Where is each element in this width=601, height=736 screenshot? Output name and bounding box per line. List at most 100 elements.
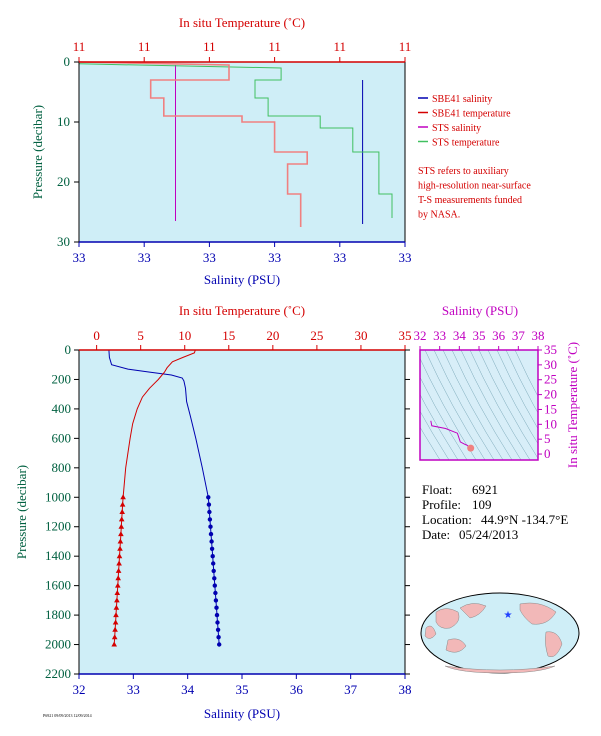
density-contour [451,350,513,460]
full-profile-lines [108,349,222,647]
density-contour [487,350,538,445]
temperature-sample-point [115,575,121,581]
plot-area-full-profile [79,350,405,674]
density-contour [424,350,486,460]
density-contour [505,350,538,414]
density-contour [514,350,538,398]
salinity-tick-label: 33 [127,682,140,697]
salinity-sample-point [214,612,220,618]
temperature-sample-point [114,597,120,603]
legend-note-line: high-resolution near-surface [418,181,531,192]
series-line-sts-temperature [78,63,393,218]
density-contour [420,410,450,460]
salinity-sample-point [209,546,215,551]
map-land-antarctica [444,665,556,674]
location-label: Location: [422,512,472,527]
plot-area-near-surface [79,62,405,242]
near-surface-lines [78,61,393,227]
temperature-sample-point [118,516,125,522]
ts-curve [430,420,475,452]
top-tick-label: 11 [334,39,347,54]
top-tick-label: 11 [138,39,151,54]
density-contour [469,350,531,460]
near-surface-bottom-axis-label: Salinity (PSU) [204,272,280,287]
pressure-tick-label: 400 [52,401,72,416]
temperature-sample-point [120,494,126,500]
temperature-sample-point [118,531,124,537]
temperature-sample-point [115,582,121,588]
density-contour [478,350,538,459]
pressure-tick-label: 1000 [45,489,71,504]
salinity-sample-point [208,531,214,537]
float-label: Float: [422,482,452,497]
ts-deep-cluster [467,444,475,452]
bottom-tick-label: 33 [203,250,216,265]
series-line-sbe41-temperature [78,61,309,227]
salinity-sample-point [216,635,221,640]
density-contour [496,350,538,430]
date-value: 05/24/2013 [459,527,518,542]
footer-tiny-text: P6921 09/09/2013 12/09/2014 [43,713,92,718]
temp-tick-label: 5 [137,328,144,343]
left-tick-label: 30 [57,234,70,249]
full-profile-ticks: 0 5 10 15 20 25 30 35 32 33 34 35 36 37 38 0 200 400 600 80… [45,328,412,697]
salinity-sample-point [213,598,219,603]
salinity-tick-label: 32 [73,682,86,697]
density-contour [442,350,504,460]
world-map-inset: ★ [420,592,580,674]
ts-sal-tick-label: 36 [492,328,506,343]
salinity-sample-point [211,561,216,566]
profile-value: 109 [472,497,492,512]
bottom-tick-label: 33 [333,250,346,265]
temperature-sample-point [115,567,122,573]
temperature-sample-point [113,604,120,610]
top-tick-label: 11 [203,39,216,54]
salinity-sample-point [209,539,214,544]
temperature-sample-point [112,619,119,625]
ts-temp-tick-label: 10 [544,416,557,431]
temp-tick-label: 0 [93,328,100,343]
pressure-tick-label: 1600 [45,578,71,593]
ts-sal-tick-label: 34 [453,328,467,343]
salinity-tick-label: 38 [399,682,412,697]
pressure-tick-label: 2200 [45,666,71,681]
plot-area-ts [420,350,538,460]
salinity-sample-point [212,583,217,588]
salinity-sample-point [212,576,217,581]
bottom-tick-label: 33 [399,250,412,265]
ts-temp-tick-label: 5 [544,431,551,446]
ts-sal-tick-label: 32 [414,328,427,343]
bottom-tick-label: 33 [73,250,86,265]
salinity-sample-point [210,554,215,559]
map-ocean [420,592,580,674]
salinity-sample-point [207,517,213,522]
map-land-north-america [519,602,557,625]
float-info: Float: 6921 Profile: 109 Location: 44.9°… [422,482,568,542]
salinity-sample-point [215,620,220,625]
legend-note-line: T-S measurements funded [418,195,522,206]
map-land-asia [435,608,460,629]
pressure-tick-label: 1200 [45,519,71,534]
temperature-profile-line [113,349,196,645]
density-contour [433,350,495,460]
ts-sal-tick-label: 35 [473,328,486,343]
temp-tick-label: 15 [222,328,235,343]
temperature-sample-point [116,560,122,566]
salinity-tick-label: 37 [344,682,358,697]
temperature-sample-point [118,523,125,529]
temp-tick-label: 25 [310,328,323,343]
full-profile-left-axis-label: Pressure (decibar) [14,465,29,559]
temp-tick-label: 30 [354,328,367,343]
temperature-sample-point [119,509,125,514]
ts-temp-tick-label: 20 [544,387,557,402]
temperature-sample-point [112,626,118,632]
salinity-sample-point [206,502,212,507]
top-tick-label: 11 [399,39,412,54]
panel-near-surface: 11 11 11 11 11 11 33 33 33 33 33 33 0 10 20 30 In situ … [30,15,412,287]
near-surface-left-axis-label: Pressure (decibar) [30,105,45,199]
salinity-tick-label: 35 [236,682,249,697]
density-contour [420,394,459,460]
salinity-sample-point [215,627,221,632]
date-label: Date: [422,527,450,542]
